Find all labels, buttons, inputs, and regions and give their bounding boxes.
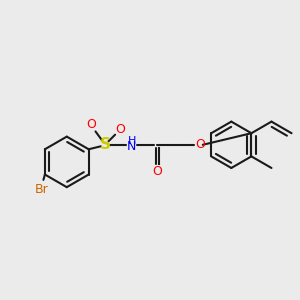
Text: Br: Br <box>34 183 48 196</box>
Text: O: O <box>195 138 205 151</box>
Text: O: O <box>115 123 125 136</box>
Text: O: O <box>152 165 162 178</box>
Text: S: S <box>100 137 110 152</box>
Text: N: N <box>127 140 136 153</box>
Text: O: O <box>87 118 97 131</box>
Text: H: H <box>128 136 136 146</box>
